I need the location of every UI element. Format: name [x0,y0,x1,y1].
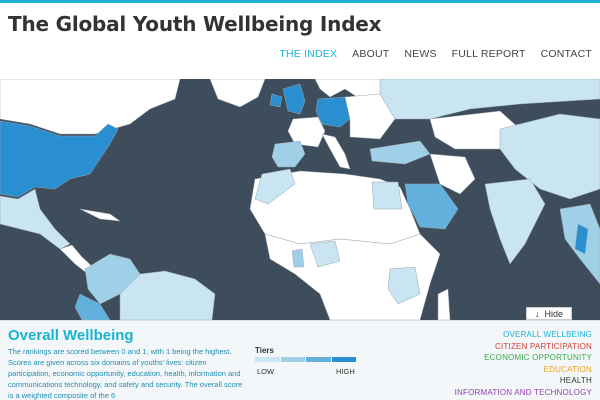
country-vietnam[interactable] [574,223,589,255]
domain-education[interactable]: EDUCATION [543,364,592,374]
main-nav: THE INDEX ABOUT NEWS FULL REPORT CONTACT [279,48,592,60]
country-spain[interactable] [271,140,306,168]
tier-swatch-2 [280,357,305,362]
country-mexico[interactable] [0,188,71,250]
country-usa[interactable] [0,120,119,198]
site-title[interactable]: The Global Youth Wellbeing Index [8,12,382,36]
tier-high-label: HIGH [336,367,355,376]
tiers-legend-bar [255,357,357,362]
top-accent-bar [0,0,600,3]
country-ghana[interactable] [291,248,305,268]
domain-information-and-technology[interactable]: INFORMATION AND TECHNOLOGY [454,387,592,397]
tier-swatch-3 [306,357,331,362]
domain-overall-wellbeing[interactable]: OVERALL WELLBEING [503,330,592,339]
domain-health[interactable]: HEALTH [559,376,592,385]
country-peru[interactable] [74,293,111,320]
nav-item-the-index[interactable]: THE INDEX [279,48,338,60]
country-morocco[interactable] [254,168,296,205]
domain-economic-opportunity[interactable]: ECONOMIC OPPORTUNITY [484,353,592,362]
nav-item-contact[interactable]: CONTACT [540,48,592,60]
country-brazil[interactable] [119,270,216,320]
nav-item-news[interactable]: NEWS [404,48,437,60]
info-panel: Overall Wellbeing The rankings are score… [0,320,600,400]
hide-button-label: Hide [544,308,563,319]
country-india[interactable] [484,178,546,265]
country-canada[interactable] [0,79,181,135]
country-italy[interactable] [321,133,351,170]
tiers-label: Tiers [255,346,274,355]
download-arrow-icon: ↓ [534,308,540,319]
country-nigeria[interactable] [309,240,341,268]
country-turkey[interactable] [369,140,431,165]
world-map-svg[interactable] [0,79,600,320]
country-iran[interactable] [429,153,476,195]
nav-item-about[interactable]: ABOUT [352,48,390,60]
country-ireland[interactable] [269,93,283,108]
nav-item-full-report[interactable]: FULL REPORT [451,48,526,60]
domain-citizen-participation[interactable]: CITIZEN PARTICIPATION [495,341,592,351]
tier-swatch-1 [255,357,280,362]
country-china[interactable] [499,113,600,200]
panel-title: Overall Wellbeing [8,327,134,344]
domain-list: OVERALL WELLBEING CITIZEN PARTICIPATION … [455,329,592,398]
tier-swatch-4 [331,357,356,362]
country-france[interactable] [287,116,326,148]
country-egypt[interactable] [371,181,403,210]
hide-panel-button[interactable]: ↓ Hide [526,307,572,320]
country-greenland[interactable] [209,79,266,108]
country-russia[interactable] [379,79,600,120]
country-uk[interactable] [282,83,306,115]
country-madagascar[interactable] [437,288,451,320]
island-cuba[interactable] [79,208,121,222]
world-map[interactable] [0,79,600,320]
panel-description: The rankings are scored between 0 and 1,… [8,347,243,400]
country-germany[interactable] [315,96,351,128]
tier-low-label: LOW [257,367,275,376]
country-kenya[interactable] [387,266,421,305]
